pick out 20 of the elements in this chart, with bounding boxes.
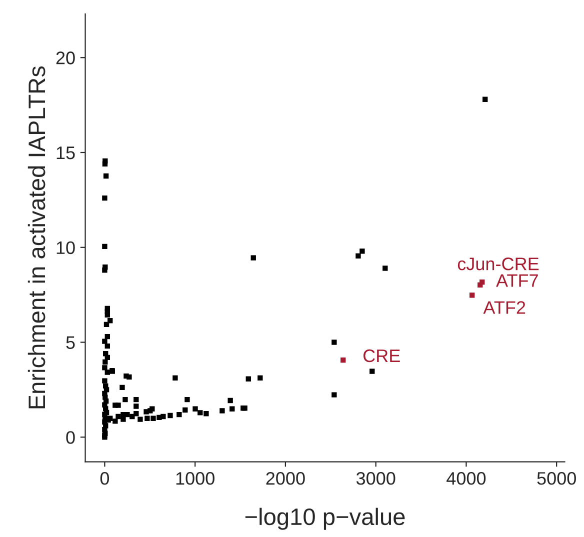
y-tick-label: 20 — [56, 52, 75, 64]
y-tick-label: 10 — [56, 241, 75, 254]
x-tick-label: 1000 — [176, 472, 214, 485]
x-tick-label: 0 — [100, 472, 110, 485]
y-axis-title: Enrichment in activated IAPLTRs — [28, 66, 46, 408]
point — [478, 282, 483, 288]
x-axis-title: −log10 p−value — [245, 508, 405, 530]
annotation: ATF7 — [496, 274, 538, 287]
point — [340, 358, 346, 363]
y-tick-label: 15 — [56, 146, 75, 160]
y-tick-label: 0 — [66, 431, 75, 444]
annotation: CRE — [363, 349, 400, 362]
x-tick-label: 3000 — [356, 472, 396, 485]
annotation: cJun-CRE — [458, 258, 539, 270]
x-tick-label: 2000 — [266, 472, 305, 485]
x-tick-label: 5000 — [537, 472, 576, 485]
annotation: ATF2 — [483, 301, 526, 314]
point — [469, 292, 475, 298]
y-tick-label: 5 — [66, 336, 75, 349]
x-tick-label: 4000 — [446, 472, 486, 485]
